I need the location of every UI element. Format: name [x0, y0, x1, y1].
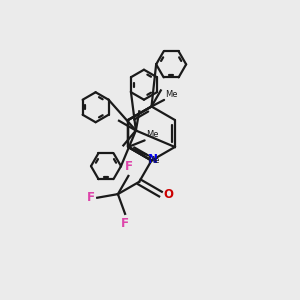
- Text: Me: Me: [147, 156, 160, 165]
- Text: Me: Me: [146, 130, 158, 139]
- Text: F: F: [121, 217, 129, 230]
- Text: N: N: [147, 153, 158, 167]
- Text: F: F: [87, 191, 95, 204]
- Text: F: F: [124, 160, 132, 173]
- Text: Me: Me: [165, 90, 178, 99]
- Text: O: O: [163, 188, 173, 201]
